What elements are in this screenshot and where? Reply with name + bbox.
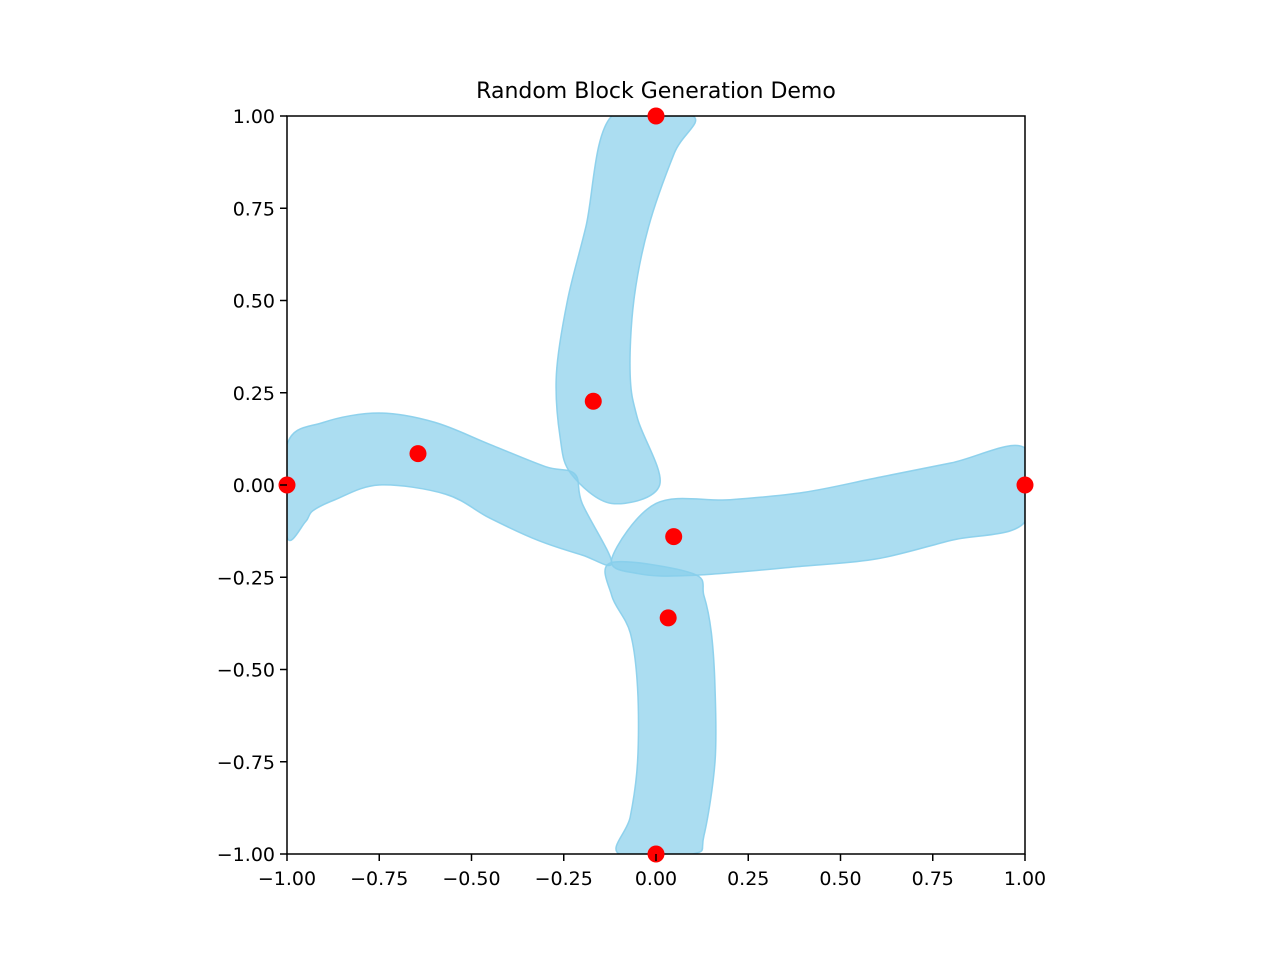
data-point-6 [659, 609, 677, 627]
data-point-8 [1016, 476, 1034, 494]
x-tick-label: 0.00 [635, 868, 677, 890]
y-tick-label: 0.25 [233, 383, 275, 405]
y-tick-label: −0.75 [217, 752, 275, 774]
y-tick-label: 0.75 [233, 198, 275, 220]
y-tick-label: −0.50 [217, 660, 275, 682]
block-right-arm [610, 444, 1025, 577]
y-axis: −1.00 −0.75 −0.50 −0.25 0.00 0.25 0.50 0.75 1.00 [217, 106, 287, 866]
data-point-3 [584, 392, 602, 410]
x-axis: −1.00 −0.75 −0.50 −0.25 0.00 0.25 0.50 0.75 1.00 [258, 854, 1046, 890]
block-bottom-arm [604, 560, 717, 854]
block-top-arm [555, 116, 697, 505]
y-tick-label: 0.00 [233, 475, 275, 497]
data-point-4 [647, 107, 665, 125]
data-point-5 [665, 528, 683, 546]
blocks-layer [287, 116, 1025, 854]
x-tick-label: 0.75 [912, 868, 954, 890]
block-left-arm [287, 412, 613, 567]
y-tick-label: 0.50 [233, 291, 275, 313]
x-tick-label: 0.25 [727, 868, 769, 890]
x-tick-label: 0.50 [819, 868, 861, 890]
y-tick-label: 1.00 [233, 106, 275, 128]
y-tick-label: −0.25 [217, 567, 275, 589]
x-tick-label: −0.75 [350, 868, 408, 890]
y-tick-label: −1.00 [217, 844, 275, 866]
data-point-2 [409, 445, 427, 463]
x-tick-label: 1.00 [1004, 868, 1046, 890]
x-tick-label: −0.50 [442, 868, 500, 890]
x-tick-label: −0.25 [535, 868, 593, 890]
chart-title: Random Block Generation Demo [476, 79, 836, 104]
x-tick-label: −1.00 [258, 868, 316, 890]
